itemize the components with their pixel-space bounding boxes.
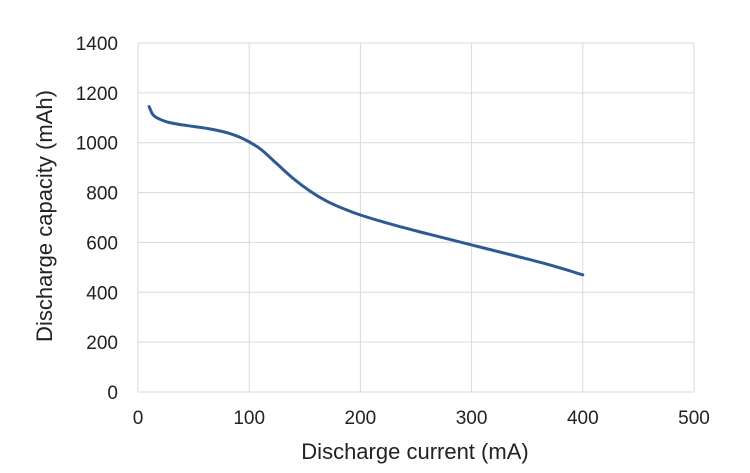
series-layer — [147, 105, 585, 277]
y-tick-label: 1400 — [76, 34, 118, 55]
grid — [138, 42, 695, 392]
y-tick-label: 0 — [107, 383, 118, 404]
x-axis-title: Discharge current (mA) — [301, 439, 528, 464]
y-tick-label: 600 — [86, 233, 118, 254]
x-tick-label: 100 — [233, 408, 265, 429]
x-tick-label: 200 — [345, 408, 377, 429]
x-tick-label: 300 — [456, 408, 488, 429]
tick-labels: 0 200 400 600 800 1000 1200 1400 0 100 200 300 400 50… — [76, 34, 710, 429]
y-tick-label: 800 — [86, 184, 118, 205]
y-tick-label: 1200 — [76, 84, 118, 105]
axes — [137, 43, 694, 393]
y-tick-label: 400 — [86, 283, 118, 304]
y-tick-label: 1000 — [76, 134, 118, 155]
x-tick-label: 400 — [567, 408, 599, 429]
x-tick-label: 0 — [133, 408, 144, 429]
y-tick-label: 200 — [86, 333, 118, 354]
x-tick-label: 500 — [678, 408, 710, 429]
y-axis-title: Discharge capacity (mAh) — [32, 90, 57, 342]
series-line-0 — [147, 105, 585, 277]
